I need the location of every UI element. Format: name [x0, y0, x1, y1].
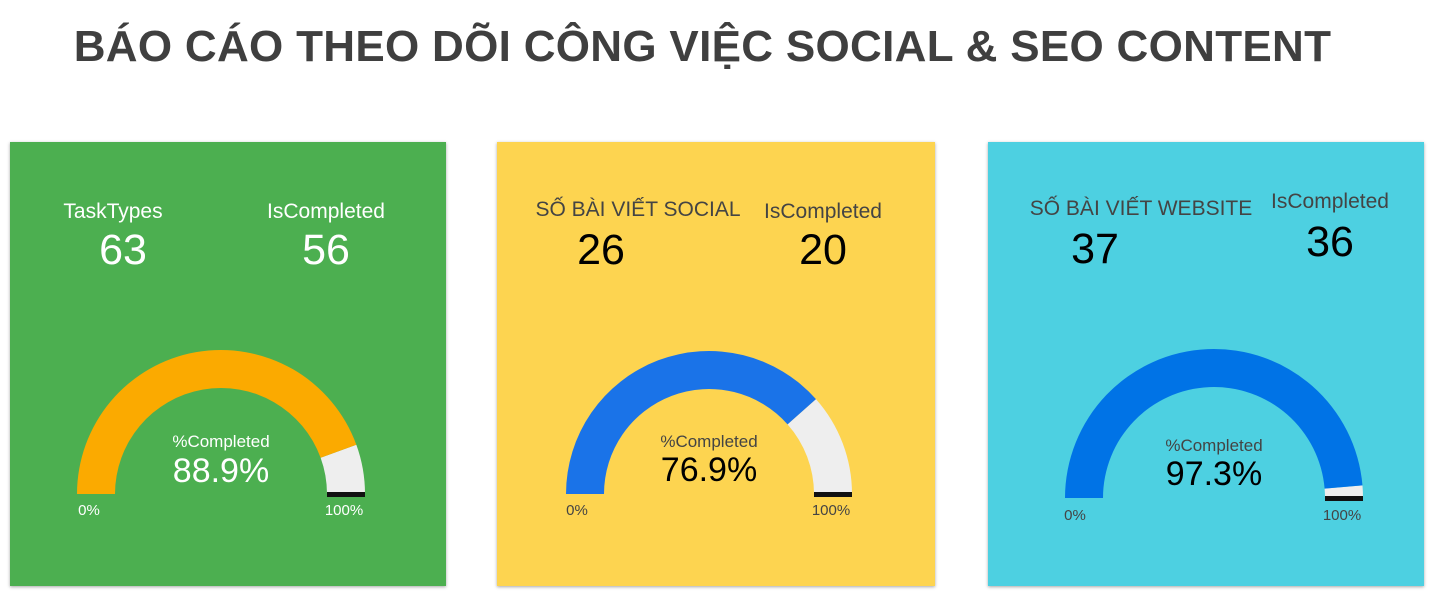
metric-value-is-completed: 36	[1306, 218, 1354, 266]
gauge-value: 97.3%	[1165, 455, 1263, 493]
gauge-fill-arc	[1065, 349, 1363, 498]
metric-value-task-types: 63	[99, 226, 147, 274]
metric-label-is-completed: IsCompleted	[267, 200, 385, 223]
metric-value-social-posts: 26	[577, 226, 625, 274]
scorecard-website-posts: SỐ BÀI VIẾT WEBSITE 37 IsCompleted 36 %C…	[988, 142, 1424, 586]
gauge-max-label: 100%	[1322, 507, 1362, 524]
gauge-chart	[77, 350, 365, 497]
metric-value-website-posts: 37	[1071, 225, 1119, 273]
gauge-target-marker	[1325, 496, 1363, 501]
gauge-label: %Completed	[660, 432, 758, 451]
gauge-chart	[1065, 349, 1363, 501]
gauge-label: %Completed	[1165, 436, 1263, 455]
scorecard-task-types: TaskTypes 63 IsCompleted 56 %Completed 8…	[10, 142, 446, 586]
gauge-label: %Completed	[172, 432, 270, 451]
gauge-min-label: 0%	[566, 502, 588, 519]
metric-value-is-completed: 56	[302, 226, 350, 274]
gauge-min-label: 0%	[78, 502, 100, 519]
scorecard-social-posts: SỐ BÀI VIẾT SOCIAL 26 IsCompleted 20 %Co…	[497, 142, 935, 586]
gauge-value: 88.9%	[172, 452, 270, 490]
metric-label-task-types: TaskTypes	[63, 200, 163, 223]
gauge-max-label: 100%	[811, 502, 851, 519]
gauge-target-marker	[814, 492, 852, 497]
gauge-track	[787, 399, 852, 494]
gauge-chart	[566, 351, 852, 497]
gauge-fill-arc	[77, 350, 357, 494]
metric-label-is-completed: IsCompleted	[1271, 190, 1389, 213]
metric-label-social-posts: SỐ BÀI VIẾT SOCIAL	[535, 198, 741, 221]
page-title: BÁO CÁO THEO DÕI CÔNG VIỆC SOCIAL & SEO …	[73, 22, 1332, 71]
gauge-value: 76.9%	[660, 451, 758, 489]
gauge-track	[320, 444, 365, 494]
gauge-target-marker	[327, 492, 365, 497]
gauge-track	[1324, 485, 1363, 498]
metric-value-is-completed: 20	[799, 226, 847, 274]
metric-label-website-posts: SỐ BÀI VIẾT WEBSITE	[1029, 197, 1253, 220]
gauge-min-label: 0%	[1064, 507, 1086, 524]
gauge-fill-arc	[566, 351, 816, 494]
metric-label-is-completed: IsCompleted	[764, 200, 882, 223]
gauge-max-label: 100%	[324, 502, 364, 519]
